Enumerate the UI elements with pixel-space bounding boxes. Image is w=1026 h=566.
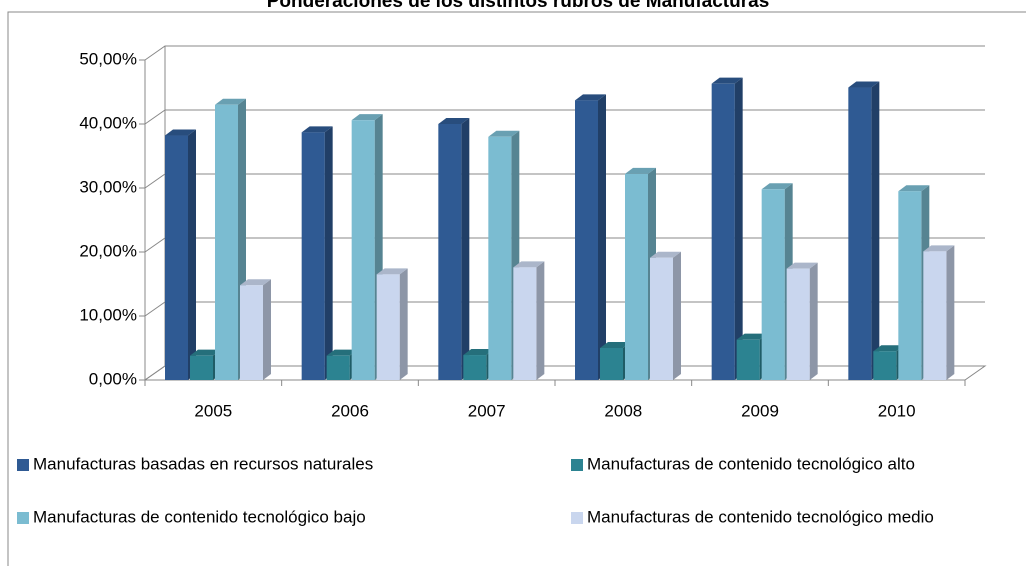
bar-top bbox=[351, 114, 383, 121]
legend-label: Manufacturas de contenido tecnológico ba… bbox=[33, 507, 366, 526]
bar-top bbox=[165, 129, 196, 136]
x-tick-label: 2005 bbox=[194, 401, 232, 420]
bar-top bbox=[488, 130, 520, 137]
bar bbox=[736, 339, 760, 380]
x-tick-label: 2008 bbox=[604, 401, 642, 420]
bar-top bbox=[376, 268, 408, 275]
bar-side bbox=[871, 81, 880, 381]
bar bbox=[923, 251, 947, 380]
bar-top bbox=[190, 349, 221, 356]
y-tick-label: 20,00% bbox=[79, 241, 137, 260]
y-tick-label: 50,00% bbox=[79, 49, 137, 68]
chart-border bbox=[7, 11, 1026, 566]
bar-top bbox=[438, 118, 470, 124]
bar-side bbox=[324, 126, 333, 380]
bar bbox=[600, 348, 623, 380]
bar-top bbox=[575, 94, 606, 101]
bar bbox=[711, 83, 735, 381]
bar-top bbox=[463, 349, 495, 356]
bar-top bbox=[786, 262, 818, 269]
y-tick-label: 0,00% bbox=[89, 369, 137, 388]
x-tick-label: 2006 bbox=[331, 401, 369, 420]
bar bbox=[301, 132, 325, 380]
legend-swatch bbox=[17, 512, 29, 524]
bar-top bbox=[301, 126, 333, 133]
bar-top bbox=[736, 333, 768, 340]
bar bbox=[873, 351, 897, 380]
y-tick-label: 30,00% bbox=[79, 177, 137, 196]
bar bbox=[575, 100, 598, 380]
bar bbox=[376, 274, 400, 380]
bar-top bbox=[513, 261, 545, 268]
bar bbox=[513, 267, 537, 380]
bar-top bbox=[625, 167, 656, 174]
bar-top bbox=[923, 245, 955, 252]
bar bbox=[165, 135, 188, 380]
bar bbox=[351, 120, 375, 380]
bar-top bbox=[600, 342, 631, 348]
y-tick-label: 40,00% bbox=[79, 113, 137, 132]
bar-side bbox=[461, 118, 470, 380]
bar bbox=[240, 285, 263, 380]
bar-top bbox=[711, 77, 743, 84]
bar-top bbox=[848, 81, 880, 88]
bar bbox=[761, 189, 785, 380]
bar-top bbox=[215, 98, 246, 105]
chart-title: Ponderaciones de los distintos rubros de… bbox=[267, 0, 770, 12]
x-tick-label: 2007 bbox=[468, 401, 506, 420]
y-tick-label: 10,00% bbox=[79, 305, 137, 324]
bar-side bbox=[734, 77, 743, 381]
bar-top bbox=[240, 279, 271, 286]
bar bbox=[488, 136, 512, 380]
legend-swatch bbox=[17, 459, 29, 471]
legend-label: Manufacturas basadas en recursos natural… bbox=[33, 454, 373, 473]
bar bbox=[326, 355, 350, 380]
bar-top bbox=[761, 183, 793, 190]
bar-side bbox=[946, 245, 955, 380]
bar-side bbox=[536, 261, 545, 380]
legend-label: Manufacturas de contenido tecnológico al… bbox=[587, 454, 915, 473]
bar-side bbox=[809, 262, 818, 380]
bar bbox=[463, 355, 487, 380]
bar bbox=[786, 268, 810, 380]
bar-side bbox=[399, 268, 408, 380]
bar bbox=[898, 191, 922, 380]
legend-swatch bbox=[571, 459, 583, 471]
bar-top bbox=[873, 345, 905, 352]
legend-swatch bbox=[571, 512, 583, 524]
legend-label: Manufacturas de contenido tecnológico me… bbox=[587, 507, 934, 526]
bar-top bbox=[650, 251, 681, 258]
bar bbox=[190, 355, 213, 380]
bar-side bbox=[598, 94, 606, 380]
bar bbox=[215, 104, 238, 381]
bar bbox=[848, 87, 872, 381]
x-tick-label: 2010 bbox=[878, 401, 916, 420]
grid-line bbox=[144, 45, 985, 61]
bar-side bbox=[188, 129, 196, 380]
bar bbox=[438, 124, 462, 380]
bar-side bbox=[673, 251, 681, 380]
bar bbox=[625, 173, 648, 380]
bar-side bbox=[263, 279, 271, 380]
bar-top bbox=[898, 185, 930, 192]
bar-top bbox=[326, 349, 358, 356]
x-tick-label: 2009 bbox=[741, 401, 779, 420]
bar bbox=[650, 257, 673, 380]
